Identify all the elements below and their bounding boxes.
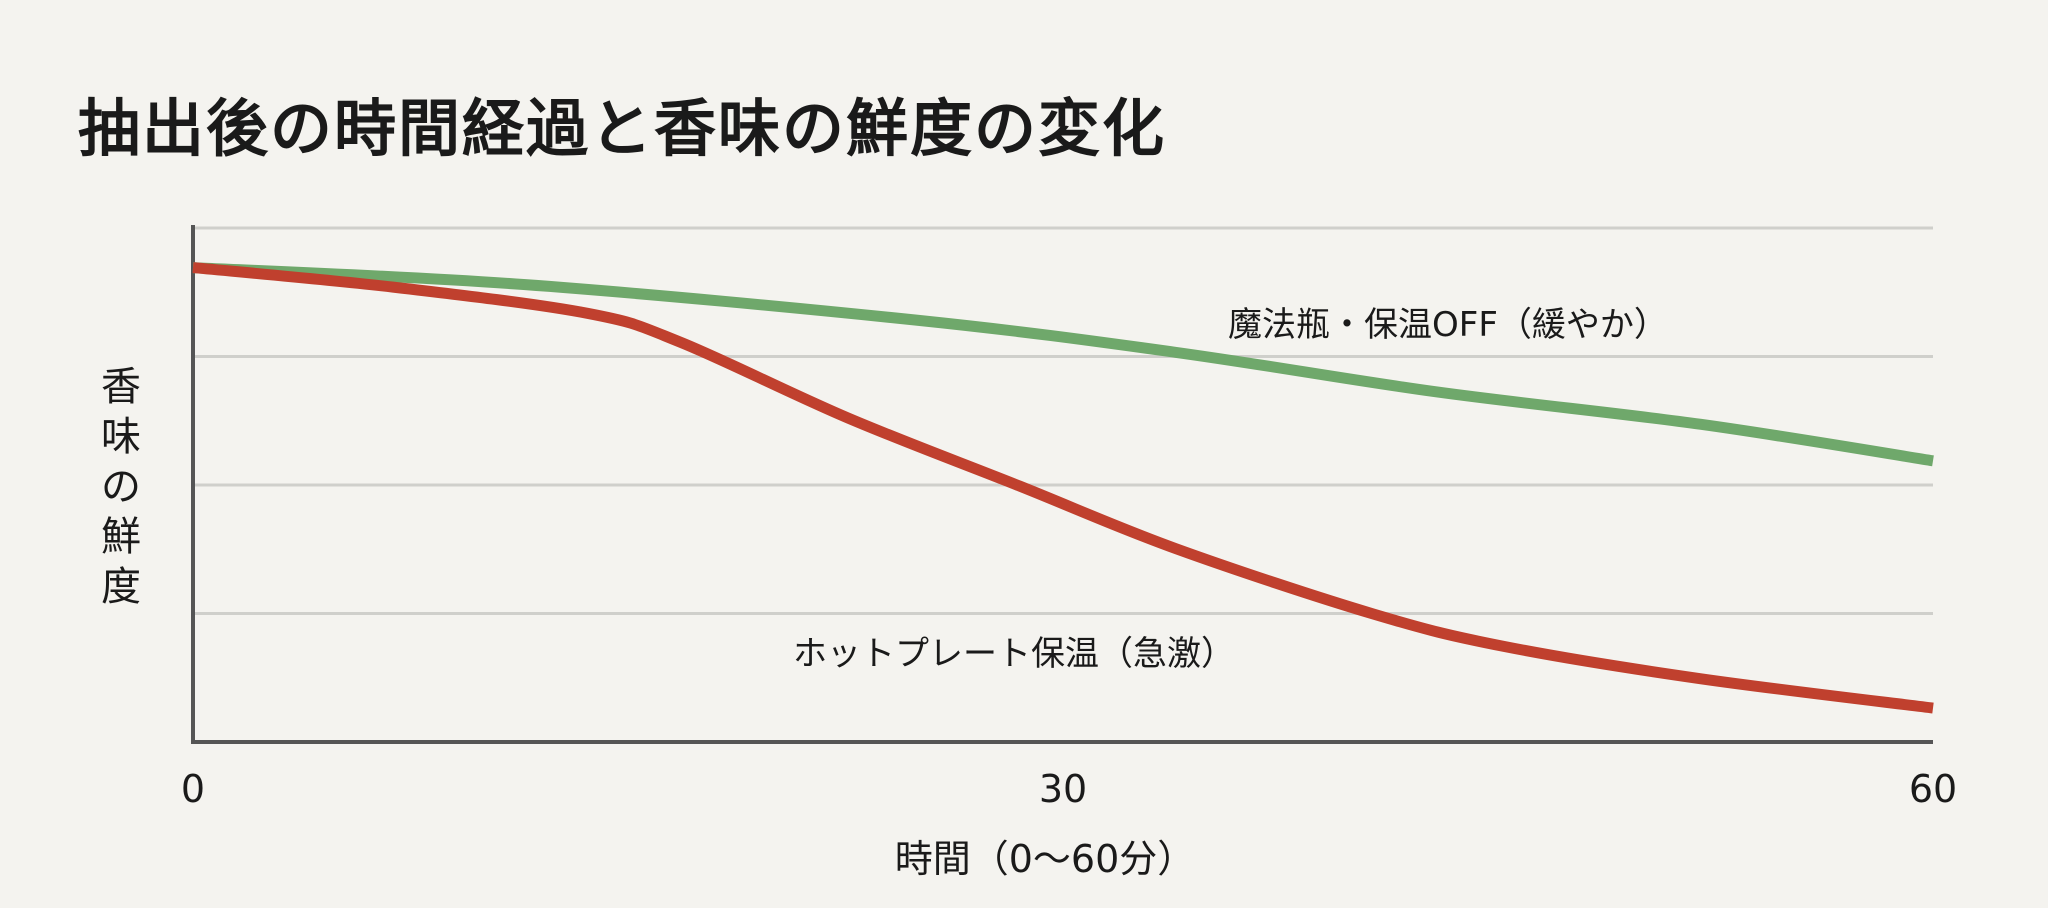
series-label-thermos: 魔法瓶・保温OFF（緩やか）	[1228, 305, 1668, 345]
y-axis-label: 香味の鮮度	[101, 364, 141, 610]
x-tick-label: 60	[1909, 767, 1957, 811]
x-ticks: 0 30 60	[181, 767, 1957, 811]
x-tick-label: 0	[181, 767, 205, 811]
series-group	[192, 262, 1934, 714]
series-line-thermos	[192, 262, 1934, 467]
series-label-hotplate: ホットプレート保温（急激）	[793, 634, 1235, 674]
x-tick-label: 30	[1039, 767, 1087, 811]
chart-title: 抽出後の時間経過と香味の鮮度の変化	[78, 92, 1167, 165]
gridlines	[193, 226, 1933, 615]
x-axis-label: 時間（0〜60分）	[895, 837, 1196, 881]
series-line-hotplate	[192, 262, 1934, 714]
